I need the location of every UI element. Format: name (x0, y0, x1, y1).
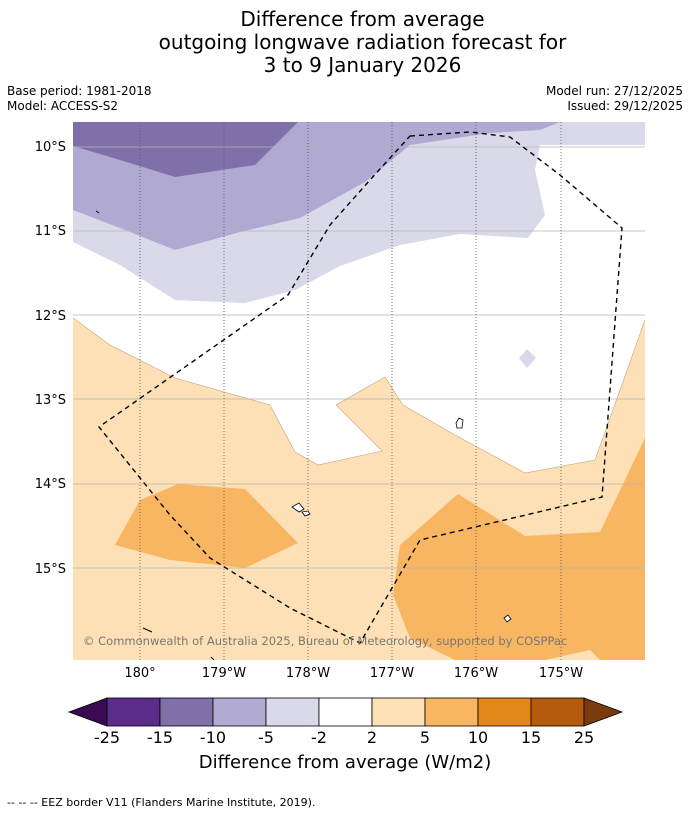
issued-date: Issued: 29/12/2025 (567, 99, 683, 113)
lat-label: 14°S (35, 477, 66, 492)
chart-title: Difference from average outgoing longwav… (0, 8, 690, 77)
title-line-1: Difference from average (240, 7, 485, 31)
colorbar-swatch (212, 697, 267, 727)
lon-label: 179°W (202, 666, 246, 681)
island-shape (455, 417, 464, 429)
meta-right: Model run: 27/12/2025 Issued: 29/12/2025 (546, 84, 683, 114)
region-5-to-10-west (115, 484, 298, 568)
region-small-negative (519, 349, 536, 368)
colorbar-tick-label: 2 (366, 728, 378, 747)
colorbar-extend-min (67, 697, 108, 727)
island-shape (301, 510, 311, 517)
eez-legend-note: -- -- -- EEZ border V11 (Flanders Marine… (7, 796, 316, 809)
colorbar-swatch (530, 697, 585, 727)
latitude-gridlines (73, 146, 645, 569)
colorbar-swatch (265, 697, 320, 727)
colorbar-tick-label: 15 (520, 728, 542, 747)
lat-label: 11°S (35, 224, 66, 239)
colorbar-tick-label: -10 (199, 728, 227, 747)
region-minus15-to-minus10 (73, 122, 298, 177)
lon-label: 176°W (454, 666, 498, 681)
lon-label: 175°W (539, 666, 583, 681)
reef-mark (142, 627, 153, 633)
model-name: Model: ACCESS-S2 (7, 99, 119, 113)
reef-mark (210, 656, 215, 660)
colorbar-swatch (371, 697, 426, 727)
lat-label: 10°S (35, 140, 66, 155)
colorbar-swatch (424, 697, 479, 727)
lon-label: 180° (124, 666, 155, 681)
lon-label: 178°W (286, 666, 330, 681)
model-run: Model run: 27/12/2025 (545, 84, 683, 98)
base-period: Base period: 1981-2018 (7, 84, 152, 98)
colorbar-extend-max (583, 697, 624, 727)
eez-border (97, 131, 623, 644)
colorbar-tick-label: 25 (573, 728, 595, 747)
colorbar-swatch (159, 697, 214, 727)
colorbar-swatch (106, 697, 161, 727)
title-line-3: 3 to 9 January 2026 (263, 53, 462, 77)
colorbar-tick-label: 5 (419, 728, 431, 747)
region-5-to-10-east (393, 438, 645, 660)
colorbar-tick-label: -15 (146, 728, 174, 747)
contour-line (73, 317, 645, 474)
colorbar-swatch (318, 697, 373, 727)
colorbar-tick-label: -2 (311, 728, 327, 747)
colorbar-tick-label: 10 (467, 728, 489, 747)
map-panel: © Commonwealth of Australia 2025, Bureau… (73, 122, 645, 660)
colorbar-title: Difference from average (W/m2) (198, 752, 492, 773)
colorbar-tick-label: -25 (93, 728, 121, 747)
island-shape (503, 614, 512, 623)
colorbar-tick-label: -5 (258, 728, 274, 747)
lat-label: 13°S (35, 393, 66, 408)
colorbar (67, 697, 624, 727)
copyright-notice: © Commonwealth of Australia 2025, Bureau… (83, 634, 567, 648)
meta-left: Base period: 1981-2018 Model: ACCESS-S2 (7, 84, 152, 114)
colorbar-swatch (477, 697, 532, 727)
reef-mark (95, 210, 100, 214)
lat-label: 12°S (35, 309, 66, 324)
island-shape (291, 502, 305, 513)
lat-label: 15°S (35, 562, 66, 577)
lon-label: 177°W (370, 666, 414, 681)
title-line-2: outgoing longwave radiation forecast for (158, 30, 567, 54)
